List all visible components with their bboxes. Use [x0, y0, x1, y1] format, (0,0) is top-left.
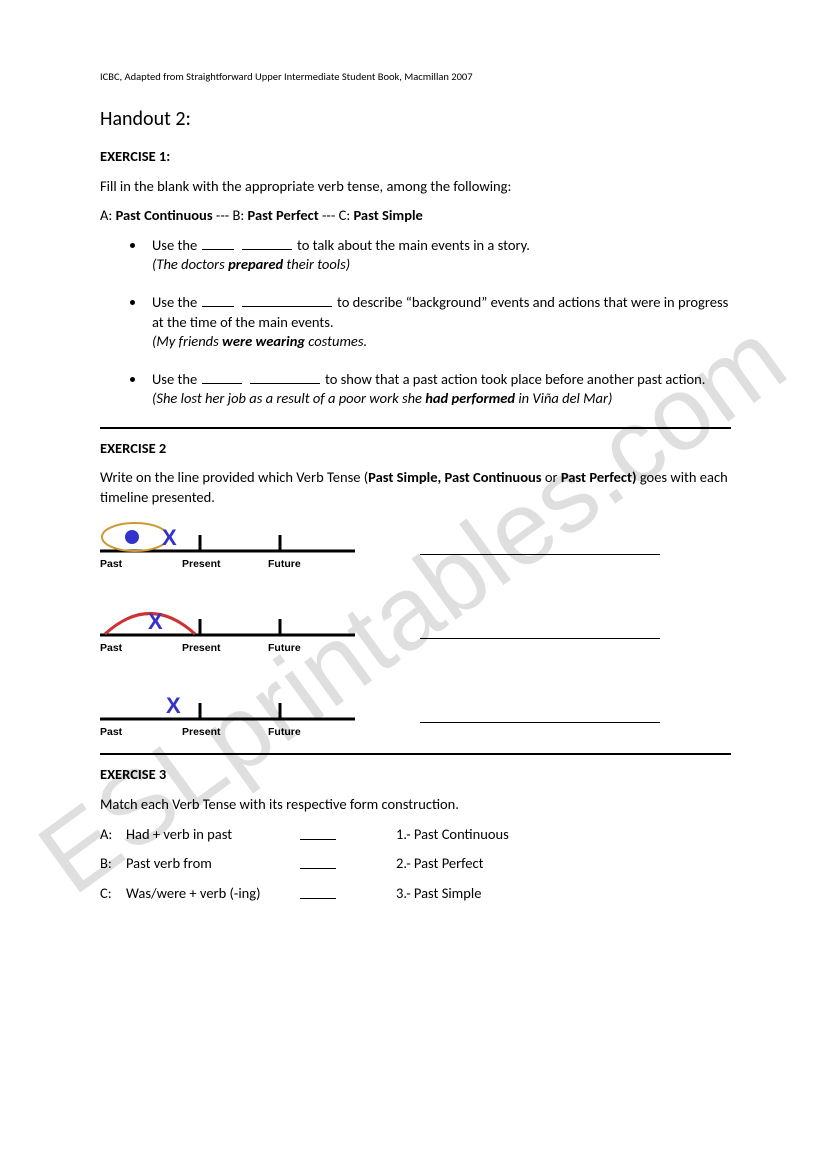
svg-text:X: X: [166, 693, 181, 718]
blank-fill[interactable]: [242, 306, 332, 307]
ex1-intro: Fill in the blank with the appropriate v…: [100, 177, 731, 197]
ex1-sep1: ---: [213, 206, 233, 224]
ex1-opt-a: Past Continuous: [116, 206, 213, 224]
timeline-2: X Past Present Future: [100, 601, 360, 657]
ex3-letter-b: B:: [100, 854, 126, 874]
b3-ex-bold: had performed: [425, 389, 515, 407]
tl-label-present: Present: [182, 642, 221, 654]
b3-ex-pre: (She lost her job as a result of a poor …: [152, 389, 425, 407]
ex3-text-a: Had + verb in past: [126, 825, 300, 845]
ex1-bullet-3: Use the to show that a past action took …: [146, 370, 731, 409]
handout-title: Handout 2:: [100, 106, 731, 133]
ex3-blank-a[interactable]: [300, 825, 336, 840]
b2-pre: Use the: [152, 293, 200, 311]
ex3-intro: Match each Verb Tense with its respectiv…: [100, 795, 731, 815]
tl-label-future: Future: [268, 642, 301, 654]
tl-label-future: Future: [268, 726, 301, 738]
ex3-letter-c: C:: [100, 884, 126, 904]
b2-ex-post: costumes.: [305, 332, 367, 350]
ex1-opt-b-prefix: B:: [232, 206, 247, 224]
b1-ex-post: their tools): [283, 255, 350, 273]
ex3-text-b: Past verb from: [126, 854, 300, 874]
separator: [100, 427, 731, 429]
answer-line-1[interactable]: [420, 553, 660, 555]
blank-fill[interactable]: [202, 383, 242, 384]
blank-fill[interactable]: [242, 249, 292, 250]
ex2-intro-b: or: [545, 468, 561, 486]
b3-ex-post: in Viña del Mar): [515, 389, 612, 407]
ex2-intro: Write on the line provided which Verb Te…: [100, 468, 731, 507]
b2-ex-bold: were wearing: [222, 332, 305, 350]
answer-line-2[interactable]: [420, 637, 660, 639]
b3-pre: Use the: [152, 370, 200, 388]
source-line: ICBC, Adapted from Straightforward Upper…: [100, 70, 731, 84]
blank-fill[interactable]: [202, 306, 234, 307]
b3-post: to show that a past action took place be…: [322, 370, 706, 388]
ex3-row-c: C: Was/were + verb (-ing) 3.- Past Simpl…: [100, 884, 731, 904]
b2-ex: (My friends were wearing costumes.: [152, 332, 367, 350]
ex1-opt-c-prefix: --- C:: [319, 206, 354, 224]
ex3-num-2: 2.- Past Perfect: [396, 854, 731, 874]
exercise-3-head: EXERCISE 3: [100, 765, 731, 785]
tl-label-future: Future: [268, 558, 301, 570]
b1-post: to talk about the main events in a story…: [294, 236, 530, 254]
ex1-opt-b: Past Perfect: [248, 206, 319, 224]
exercise-2-head: EXERCISE 2: [100, 439, 731, 459]
ex1-bullets: Use the to talk about the main events in…: [100, 236, 731, 409]
ex3-blank-b[interactable]: [300, 854, 336, 869]
ex1-options: A: Past Continuous --- B: Past Perfect -…: [100, 206, 731, 226]
b1-pre: Use the: [152, 236, 200, 254]
ex1-opt-a-prefix: A:: [100, 206, 116, 224]
ex3-num-3: 3.- Past Simple: [396, 884, 731, 904]
b2-ex-pre: (My friends: [152, 332, 222, 350]
timeline-row-1: X Past Present Future: [100, 517, 731, 573]
b1-ex-bold: prepared: [228, 255, 283, 273]
timeline-3: X Past Present Future: [100, 685, 360, 741]
ex1-opt-c: Past Simple: [353, 206, 422, 224]
tl-label-present: Present: [182, 558, 221, 570]
ex2-intro-bold: Past Simple, Past Continuous: [368, 468, 541, 486]
svg-text:X: X: [162, 525, 177, 550]
ex3-row-b: B: Past verb from 2.- Past Perfect: [100, 854, 731, 874]
blank-fill[interactable]: [202, 249, 234, 250]
ex1-bullet-2: Use the to describe “background” events …: [146, 293, 731, 352]
timeline-row-3: X Past Present Future: [100, 685, 731, 741]
page-content: ICBC, Adapted from Straightforward Upper…: [0, 0, 826, 973]
ex1-bullet-1: Use the to talk about the main events in…: [146, 236, 731, 275]
ex3-row-a: A: Had + verb in past 1.- Past Continuou…: [100, 825, 731, 845]
tl-label-past: Past: [100, 726, 123, 738]
tl-label-past: Past: [100, 558, 123, 570]
timeline-1: X Past Present Future: [100, 517, 360, 573]
b2-post: to describe “background” events and acti…: [152, 293, 728, 331]
answer-line-3[interactable]: [420, 721, 660, 723]
blank-fill[interactable]: [250, 383, 320, 384]
b3-ex: (She lost her job as a result of a poor …: [152, 389, 612, 407]
ex2-intro-a: Write on the line provided which Verb Te…: [100, 468, 368, 486]
separator: [100, 753, 731, 755]
tl-label-present: Present: [182, 726, 221, 738]
ex3-num-1: 1.- Past Continuous: [396, 825, 731, 845]
timeline-row-2: X Past Present Future: [100, 601, 731, 657]
exercise-1-head: EXERCISE 1:: [100, 147, 731, 167]
b1-ex-pre: (The doctors: [152, 255, 228, 273]
ex2-intro-bold2: Past Perfect): [561, 468, 637, 486]
ex3-letter-a: A:: [100, 825, 126, 845]
ex3-blank-c[interactable]: [300, 884, 336, 899]
svg-text:X: X: [148, 609, 163, 634]
ex3-text-c: Was/were + verb (-ing): [126, 884, 300, 904]
tl-label-past: Past: [100, 642, 123, 654]
b1-ex: (The doctors prepared their tools): [152, 255, 350, 273]
